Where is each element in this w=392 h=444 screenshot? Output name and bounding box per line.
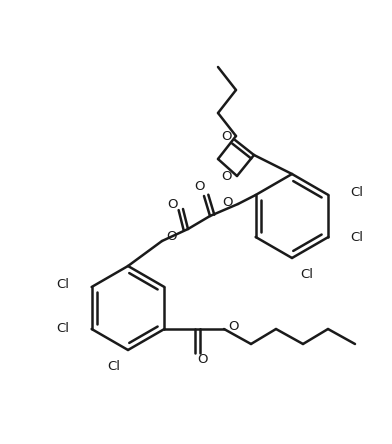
Text: Cl: Cl — [350, 186, 363, 199]
Text: O: O — [222, 170, 232, 182]
Text: O: O — [195, 181, 205, 194]
Text: Cl: Cl — [56, 278, 70, 292]
Text: Cl: Cl — [107, 360, 120, 373]
Text: O: O — [223, 195, 233, 209]
Text: O: O — [168, 198, 178, 211]
Text: Cl: Cl — [300, 267, 313, 281]
Text: O: O — [229, 321, 239, 333]
Text: Cl: Cl — [56, 322, 70, 336]
Text: O: O — [222, 131, 232, 143]
Text: O: O — [167, 230, 177, 243]
Text: Cl: Cl — [350, 230, 363, 243]
Text: O: O — [198, 353, 208, 365]
